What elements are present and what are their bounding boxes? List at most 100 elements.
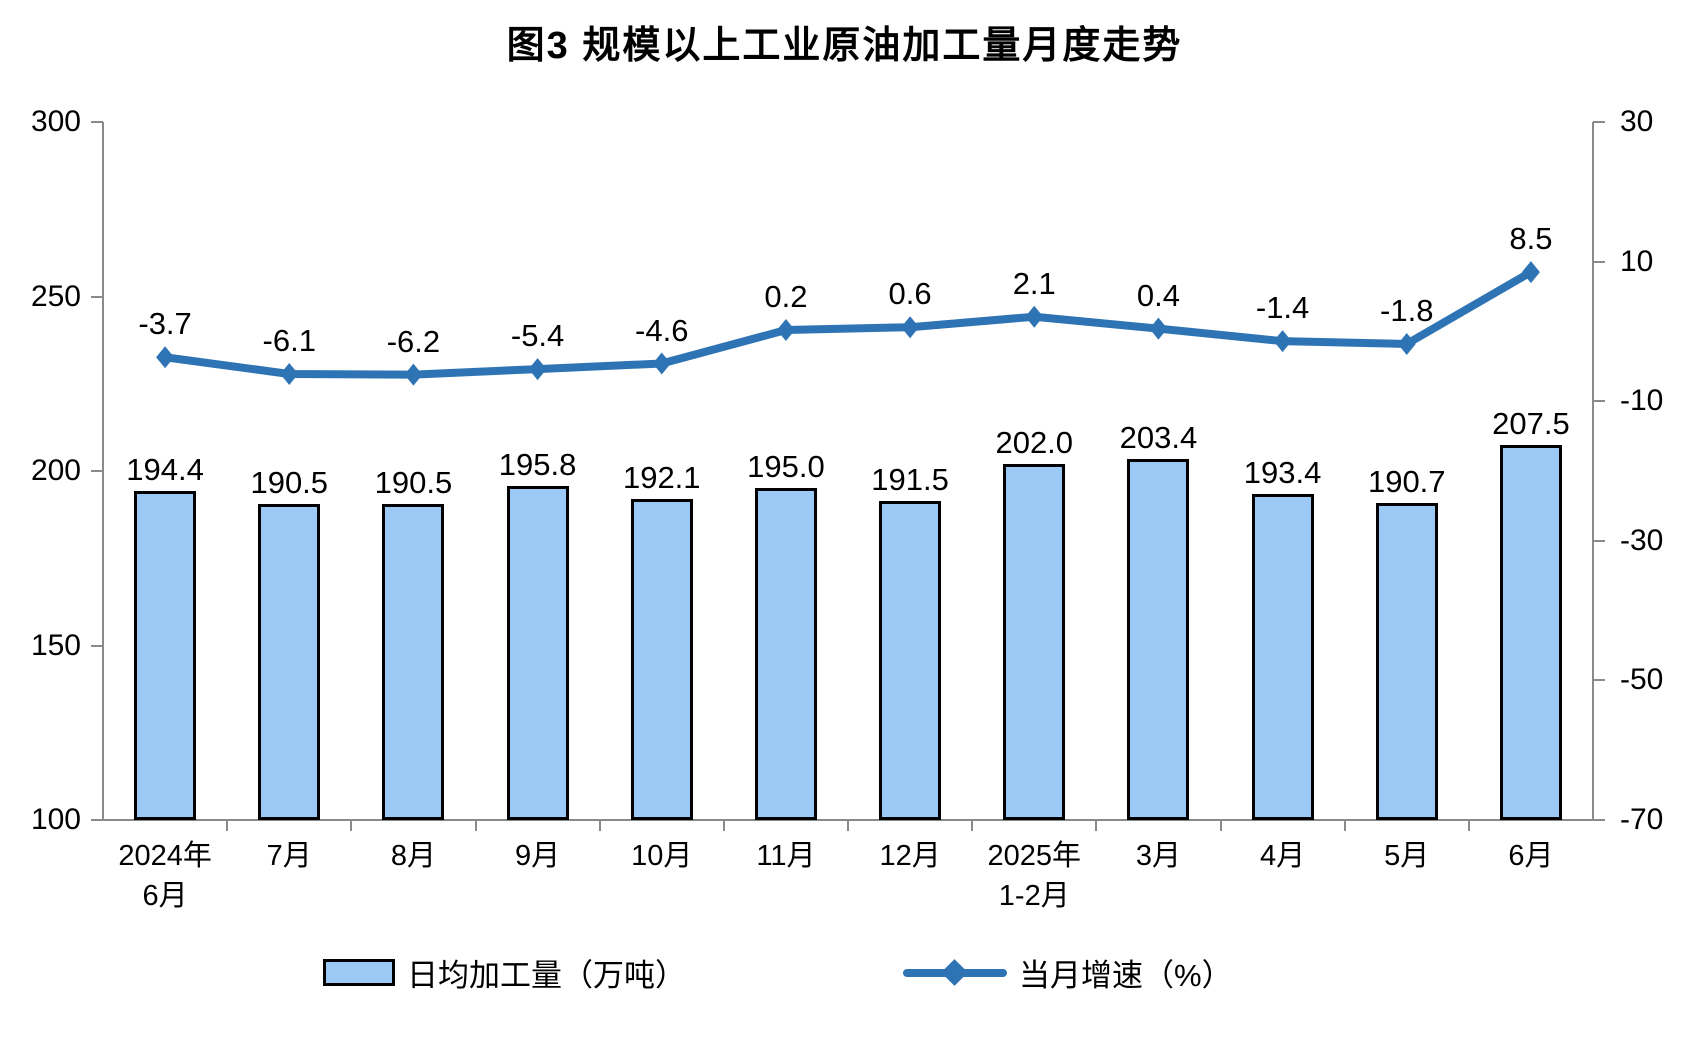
diamond-marker-icon (776, 319, 795, 342)
bar (1251, 494, 1314, 820)
x-axis-tick (1467, 820, 1470, 831)
line-value-label: -1.4 (1255, 290, 1310, 326)
left-axis-line (102, 122, 104, 820)
left-axis-tick (91, 819, 103, 821)
line-value-label: 8.5 (1509, 221, 1553, 257)
right-axis-tick (1593, 539, 1605, 542)
category-label: 3月 (1135, 840, 1181, 872)
left-axis-tick-label: 200 (30, 454, 81, 487)
x-axis-tick (1343, 820, 1346, 831)
left-axis-tick (91, 121, 103, 123)
legend: 日均加工量（万吨） 当月增速（%） (0, 944, 1689, 994)
right-axis-tick (1593, 679, 1605, 682)
category-label: 11月 (756, 840, 816, 872)
category-label: 2025年 1-2月 (987, 840, 1082, 912)
line-value-label: 0.4 (1136, 277, 1180, 313)
bar-value-label: 193.4 (1243, 455, 1322, 491)
chart-title: 图3 规模以上工业原油加工量月度走势 (506, 25, 1183, 67)
diamond-marker-icon (1397, 332, 1416, 355)
bar (1499, 444, 1562, 820)
diamond-marker-icon (1521, 261, 1540, 284)
right-axis-tick-label: 10 (1620, 244, 1654, 278)
x-axis-tick (1095, 820, 1098, 831)
diamond-marker-icon (1149, 317, 1168, 340)
line-value-label: 0.6 (888, 276, 932, 312)
diamond-marker-icon (652, 352, 671, 375)
diamond-marker-icon (901, 316, 920, 339)
legend-item-bar: 日均加工量（万吨） (323, 950, 686, 995)
line-value-label: -4.6 (635, 312, 689, 348)
legend-item-line: 当月增速（%） (903, 950, 1233, 995)
diamond-marker-icon (528, 358, 547, 381)
bar-value-label: 194.4 (126, 451, 204, 487)
x-axis-tick (598, 820, 601, 831)
x-axis-tick (226, 820, 229, 831)
bar-value-label: 195.0 (747, 449, 825, 485)
x-axis-tick (847, 820, 849, 831)
bar-value-label: 192.1 (622, 459, 701, 495)
category-label: 4月 (1260, 840, 1306, 872)
category-label: 12月 (879, 840, 941, 872)
bar (1003, 464, 1066, 820)
right-axis-tick (1593, 400, 1605, 403)
diamond-marker-icon (1025, 305, 1044, 328)
right-axis-tick (1593, 819, 1605, 821)
line-value-label: 2.1 (1012, 265, 1056, 301)
line-value-label: -6.2 (386, 323, 441, 359)
bar-value-label: 191.5 (871, 461, 949, 497)
bar (506, 485, 569, 820)
line-value-label: -5.4 (510, 318, 565, 354)
category-label: 10月 (631, 840, 693, 872)
bar-value-label: 190.7 (1367, 464, 1446, 500)
x-axis-tick (971, 820, 974, 831)
x-axis-tick (350, 820, 353, 831)
diamond-marker-icon (280, 362, 299, 385)
bar-value-label: 202.0 (995, 425, 1074, 461)
bar (258, 504, 321, 820)
diamond-marker-icon (1273, 330, 1292, 353)
line-series-swatch-icon (903, 959, 1007, 986)
category-label: 9月 (515, 840, 561, 872)
legend-label-bar: 日均加工量（万吨） (407, 958, 686, 993)
bar (382, 504, 445, 820)
line-value-label: -1.8 (1380, 292, 1434, 328)
left-axis-tick-label: 100 (30, 803, 81, 836)
bar-value-label: 190.5 (374, 465, 453, 501)
right-axis-tick-label: -30 (1620, 523, 1664, 557)
line-value-label: -6.1 (262, 322, 316, 358)
bar (754, 488, 817, 820)
bar (134, 490, 197, 820)
x-axis-tick (474, 820, 477, 831)
right-axis-tick-label: -70 (1620, 803, 1664, 836)
bar-value-label: 207.5 (1492, 405, 1570, 441)
x-axis-tick (722, 820, 725, 831)
line-value-label: -3.7 (138, 306, 192, 342)
line-value-label: 0.2 (764, 279, 808, 314)
left-axis-tick (91, 644, 103, 647)
category-label: 8月 (390, 840, 436, 872)
category-label: 5月 (1384, 840, 1430, 872)
bar-value-label: 195.8 (498, 446, 577, 482)
bar-series-swatch-icon (323, 959, 395, 986)
right-axis-tick (1593, 260, 1605, 263)
category-label: 2024年 6月 (118, 840, 212, 912)
left-axis-tick-label: 250 (30, 279, 81, 313)
diamond-marker-icon (404, 363, 423, 386)
right-axis-line (1592, 122, 1594, 820)
left-axis-tick (91, 295, 103, 298)
left-axis-tick (91, 470, 103, 472)
bar-value-label: 203.4 (1119, 420, 1198, 456)
right-axis-tick-label: 30 (1620, 105, 1654, 138)
legend-label-line: 当月增速（%） (1019, 958, 1233, 993)
category-label: 6月 (1508, 840, 1554, 872)
bar-value-label: 190.5 (250, 465, 329, 501)
bar (879, 500, 942, 820)
right-axis-tick-label: -50 (1620, 663, 1664, 697)
x-axis-tick (1219, 820, 1222, 831)
left-axis-tick-label: 300 (30, 105, 81, 138)
right-axis-tick (1593, 121, 1605, 123)
diamond-marker-icon (156, 346, 175, 369)
